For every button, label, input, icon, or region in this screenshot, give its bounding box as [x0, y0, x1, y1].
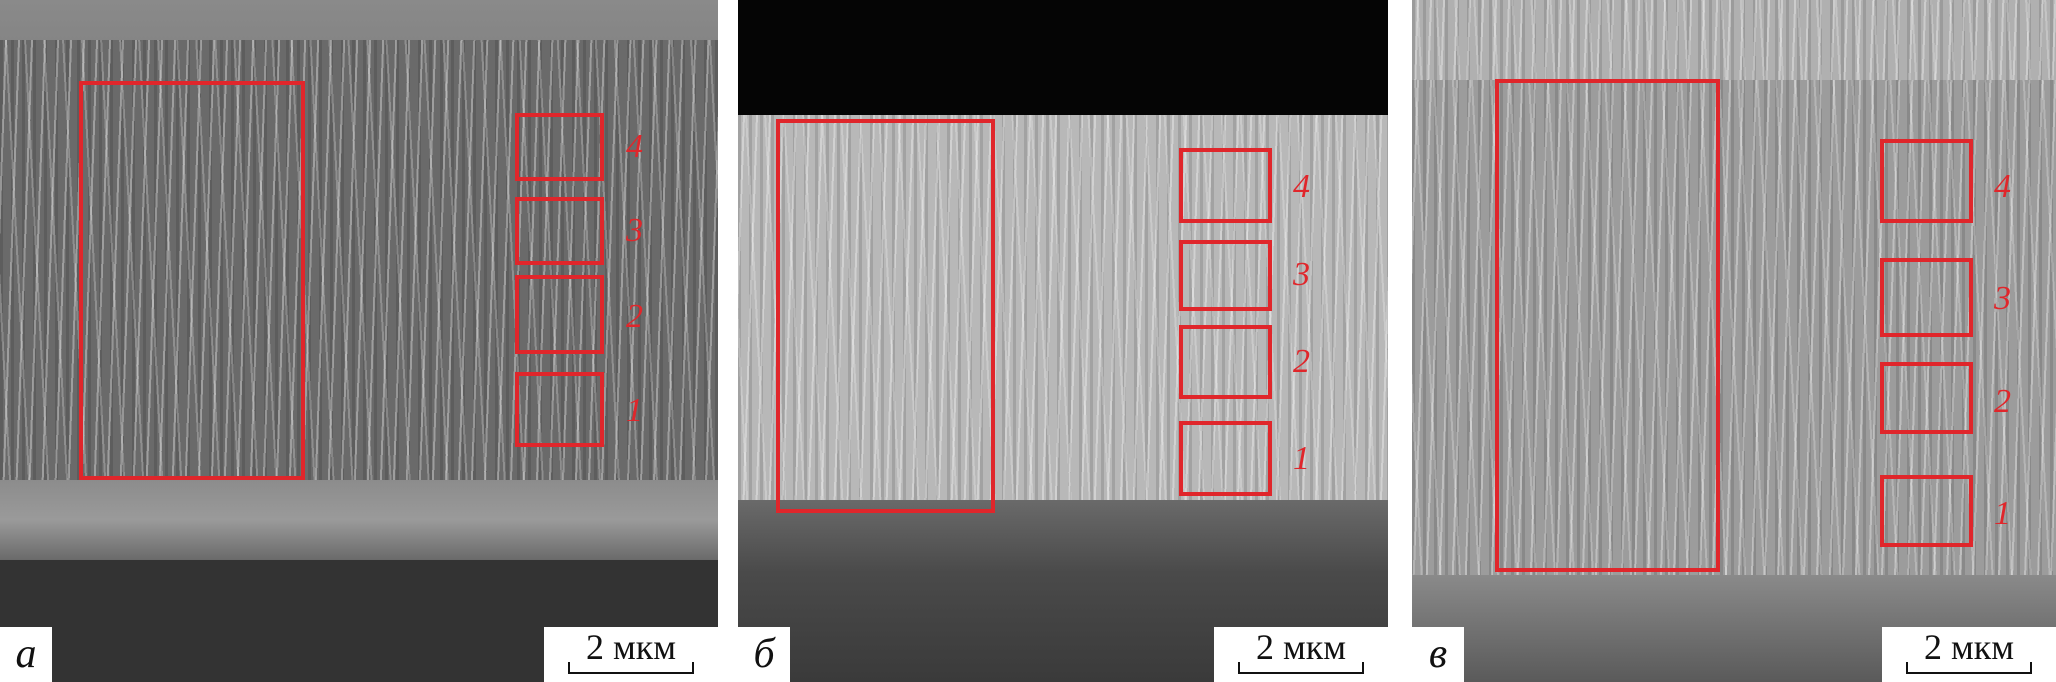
- region-label-3: 3: [626, 212, 643, 249]
- region-label-3: 3: [1293, 256, 1310, 293]
- large-region-box: [1495, 79, 1720, 572]
- panel-letter: б: [738, 627, 790, 682]
- region-box-1: [1880, 475, 1973, 547]
- region-label-4: 4: [626, 128, 643, 165]
- large-region-box: [776, 119, 995, 513]
- scale-bar-line: [1906, 662, 2032, 674]
- region-box-1: [515, 372, 604, 447]
- scale-bar: 2 мкм: [1214, 627, 1388, 682]
- panel-letter: в: [1412, 627, 1464, 682]
- region-box-3: [515, 197, 604, 265]
- region-label-3: 3: [1994, 280, 2011, 317]
- region-box-2: [515, 275, 604, 354]
- substrate-layer: [0, 480, 718, 560]
- background-layer: [738, 0, 1388, 125]
- scale-label: 2 мкм: [585, 627, 677, 667]
- nanowire-layer: [738, 115, 1388, 515]
- scale-bar: 2 мкм: [544, 627, 718, 682]
- scale-label: 2 мкм: [1255, 627, 1347, 667]
- panel-letter: а: [0, 627, 52, 682]
- region-box-3: [1880, 258, 1973, 337]
- region-label-1: 1: [1293, 440, 1310, 477]
- region-box-4: [515, 113, 604, 181]
- region-box-4: [1179, 148, 1272, 223]
- scale-bar-line: [1238, 662, 1364, 674]
- scale-label: 2 мкм: [1923, 627, 2015, 667]
- scale-bar-line: [568, 662, 694, 674]
- top-layer: [1412, 0, 2056, 90]
- region-box-1: [1179, 421, 1272, 496]
- region-label-2: 2: [1293, 343, 1310, 380]
- sem-panel-a: 4 3 2 1 а 2 мкм: [0, 0, 718, 682]
- region-box-4: [1880, 139, 1973, 223]
- region-label-1: 1: [1994, 495, 2011, 532]
- scale-bar: 2 мкм: [1882, 627, 2056, 682]
- region-label-4: 4: [1994, 168, 2011, 205]
- sem-panel-b: 4 3 2 1 б 2 мкм: [738, 0, 1388, 682]
- region-box-2: [1880, 362, 1973, 434]
- nanowire-layer: [1412, 80, 2056, 580]
- region-label-1: 1: [626, 392, 643, 429]
- large-region-box: [79, 81, 305, 480]
- region-box-2: [1179, 325, 1272, 399]
- region-box-3: [1179, 240, 1272, 311]
- region-label-2: 2: [1994, 383, 2011, 420]
- region-label-4: 4: [1293, 168, 1310, 205]
- region-label-2: 2: [626, 298, 643, 335]
- sem-panel-c: 4 3 2 1 в 2 мкм: [1412, 0, 2056, 682]
